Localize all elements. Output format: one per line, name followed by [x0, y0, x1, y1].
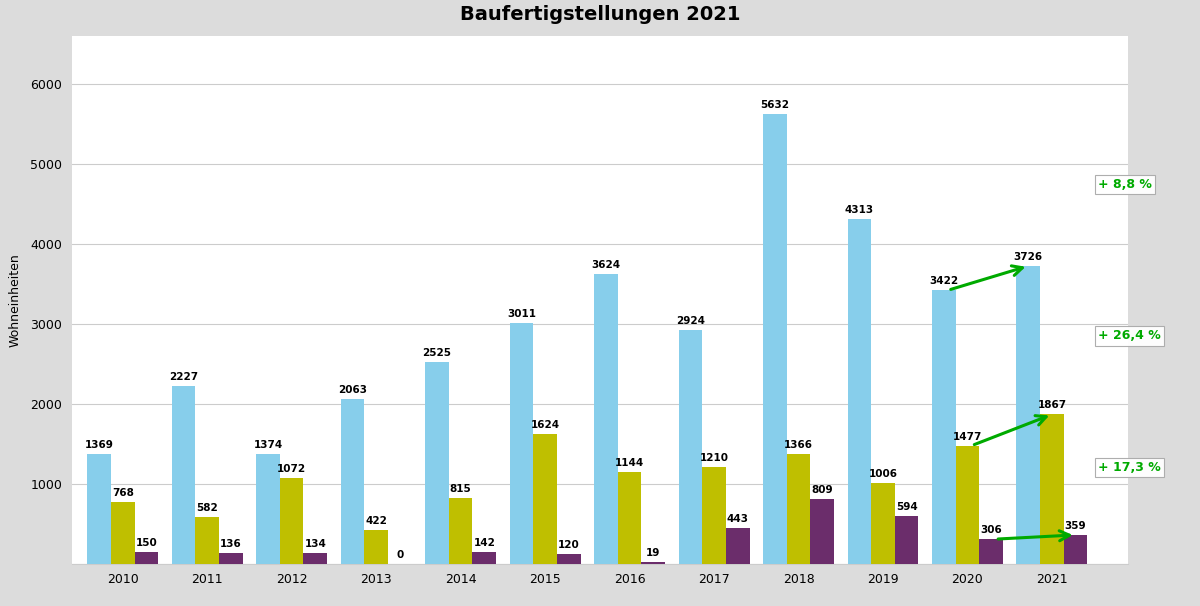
Text: 815: 815: [450, 484, 472, 494]
Bar: [425, 362, 449, 564]
Bar: [510, 323, 533, 564]
Text: 1369: 1369: [84, 440, 114, 450]
Text: 809: 809: [811, 485, 833, 495]
Text: 1366: 1366: [784, 441, 814, 450]
Text: 19: 19: [646, 548, 660, 558]
Bar: [473, 552, 496, 564]
Text: 2063: 2063: [338, 385, 367, 395]
Bar: [955, 445, 979, 564]
Text: 3011: 3011: [506, 309, 536, 319]
Text: 582: 582: [197, 503, 218, 513]
Text: 3422: 3422: [929, 276, 959, 286]
Text: 5632: 5632: [761, 100, 790, 110]
Text: + 26,4 %: + 26,4 %: [1098, 330, 1162, 342]
Text: 594: 594: [895, 502, 918, 512]
Text: 2924: 2924: [676, 316, 704, 326]
Bar: [847, 219, 871, 564]
Bar: [702, 467, 726, 564]
Title: Baufertigstellungen 2021: Baufertigstellungen 2021: [460, 5, 740, 24]
Bar: [618, 472, 641, 564]
Bar: [280, 478, 304, 564]
Text: 1477: 1477: [953, 431, 982, 442]
Text: 134: 134: [305, 539, 326, 549]
Text: 0: 0: [396, 550, 403, 559]
Y-axis label: Wohneinheiten: Wohneinheiten: [8, 253, 22, 347]
Bar: [88, 454, 110, 564]
Text: 422: 422: [365, 516, 388, 526]
Bar: [871, 483, 895, 564]
Bar: [196, 517, 218, 564]
Text: 3624: 3624: [592, 260, 620, 270]
Bar: [304, 553, 328, 564]
Text: 1374: 1374: [253, 440, 283, 450]
Bar: [787, 454, 810, 564]
Text: 150: 150: [136, 538, 157, 548]
Bar: [932, 290, 955, 564]
Bar: [726, 528, 750, 564]
Bar: [810, 499, 834, 564]
Bar: [895, 516, 918, 564]
Text: 1072: 1072: [277, 464, 306, 474]
Bar: [218, 553, 242, 564]
Bar: [1040, 415, 1063, 564]
Bar: [533, 434, 557, 564]
Bar: [134, 551, 158, 564]
Text: 1624: 1624: [530, 420, 559, 430]
Text: 2525: 2525: [422, 348, 451, 358]
Text: 1210: 1210: [700, 453, 728, 463]
Bar: [979, 539, 1003, 564]
Text: 443: 443: [727, 514, 749, 524]
Bar: [365, 530, 388, 564]
Bar: [1016, 266, 1040, 564]
Bar: [172, 385, 196, 564]
Text: 120: 120: [558, 540, 580, 550]
Text: 1144: 1144: [614, 458, 644, 468]
Text: 136: 136: [220, 539, 241, 548]
Bar: [341, 399, 365, 564]
Bar: [256, 454, 280, 564]
Text: 1006: 1006: [869, 469, 898, 479]
Bar: [110, 502, 134, 564]
Bar: [1063, 535, 1087, 564]
Bar: [763, 114, 787, 564]
Text: 142: 142: [473, 538, 496, 548]
Bar: [678, 330, 702, 564]
Text: + 17,3 %: + 17,3 %: [1098, 461, 1162, 474]
Bar: [449, 499, 473, 564]
Text: 768: 768: [112, 488, 133, 498]
Text: 2227: 2227: [169, 371, 198, 382]
Text: 359: 359: [1064, 521, 1086, 531]
Text: + 8,8 %: + 8,8 %: [1098, 178, 1152, 191]
Bar: [557, 554, 581, 564]
Bar: [641, 562, 665, 564]
Text: 1867: 1867: [1038, 401, 1067, 410]
Text: 4313: 4313: [845, 205, 874, 215]
Text: 3726: 3726: [1014, 252, 1043, 262]
Bar: [594, 274, 618, 564]
Text: 306: 306: [980, 525, 1002, 535]
